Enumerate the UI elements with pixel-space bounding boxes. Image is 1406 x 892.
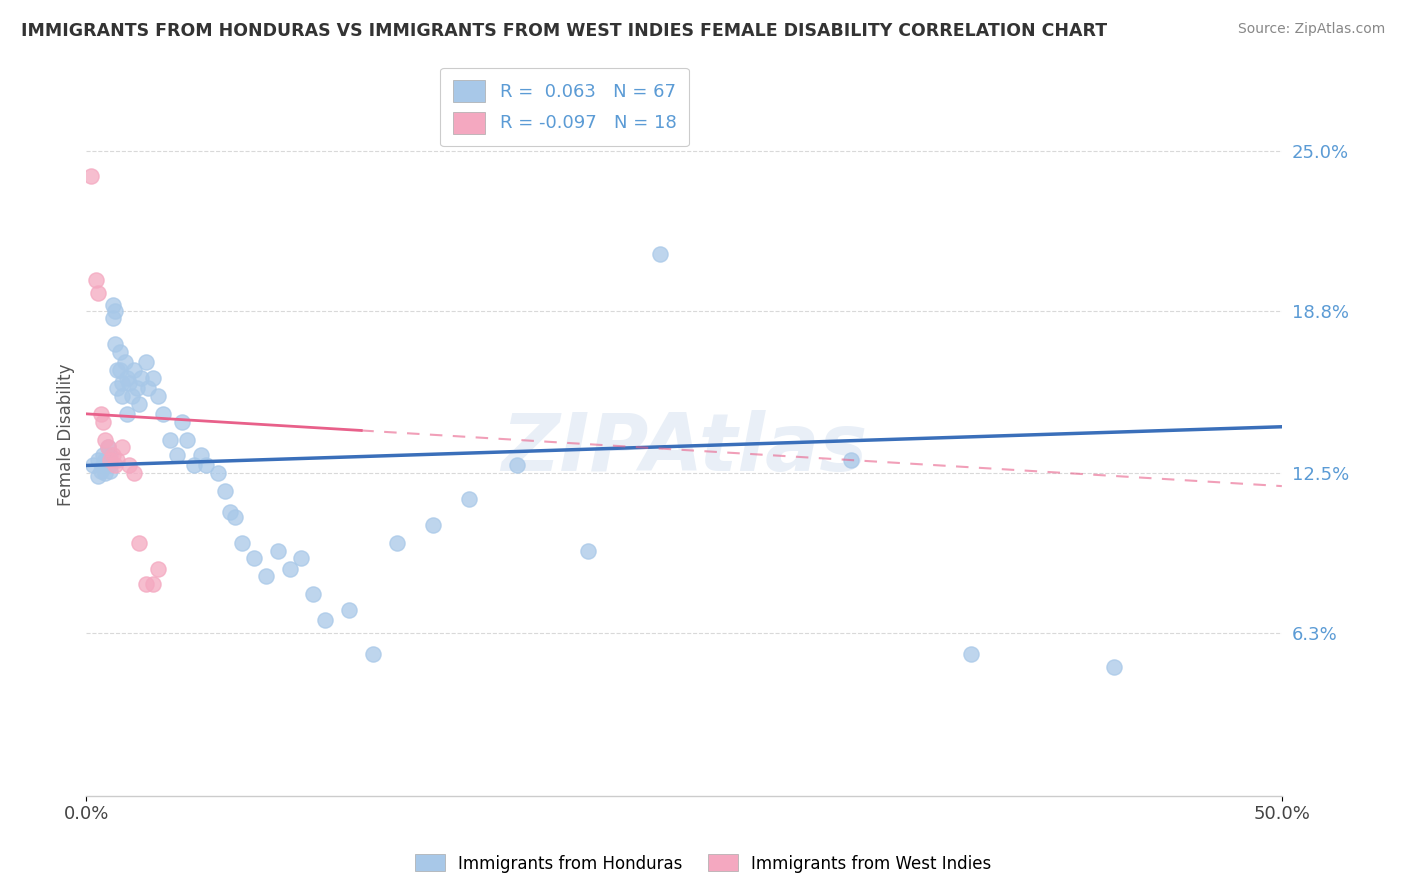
Text: ZIPAtlas: ZIPAtlas bbox=[501, 410, 868, 488]
Point bbox=[650, 247, 672, 261]
Point bbox=[104, 337, 127, 351]
Point bbox=[115, 370, 138, 384]
Point bbox=[82, 458, 104, 473]
Point bbox=[101, 298, 124, 312]
Point bbox=[87, 285, 110, 300]
Point bbox=[841, 453, 863, 467]
Point bbox=[129, 370, 152, 384]
Point bbox=[115, 407, 138, 421]
Point bbox=[104, 303, 127, 318]
Point bbox=[142, 577, 165, 591]
Point bbox=[266, 543, 288, 558]
Point bbox=[101, 311, 124, 326]
Point bbox=[128, 396, 150, 410]
Text: IMMIGRANTS FROM HONDURAS VS IMMIGRANTS FROM WEST INDIES FEMALE DISABILITY CORREL: IMMIGRANTS FROM HONDURAS VS IMMIGRANTS F… bbox=[21, 22, 1107, 40]
Point bbox=[108, 363, 131, 377]
Point bbox=[94, 453, 117, 467]
Point bbox=[104, 458, 127, 473]
Point bbox=[224, 510, 246, 524]
Point bbox=[207, 466, 229, 480]
Point bbox=[90, 407, 112, 421]
Point bbox=[80, 169, 103, 184]
Point bbox=[87, 453, 110, 467]
Point bbox=[122, 466, 145, 480]
Point bbox=[457, 491, 479, 506]
Point bbox=[105, 453, 128, 467]
Point bbox=[385, 536, 408, 550]
Point bbox=[422, 517, 444, 532]
Point bbox=[176, 433, 198, 447]
Point bbox=[194, 458, 217, 473]
Point bbox=[135, 577, 157, 591]
Point bbox=[138, 381, 160, 395]
Point bbox=[105, 363, 128, 377]
Point bbox=[91, 458, 114, 473]
Point bbox=[101, 448, 124, 462]
Point bbox=[190, 448, 212, 462]
Point bbox=[214, 484, 236, 499]
Legend: R =  0.063   N = 67, R = -0.097   N = 18: R = 0.063 N = 67, R = -0.097 N = 18 bbox=[440, 68, 689, 146]
Point bbox=[166, 448, 188, 462]
Point bbox=[960, 647, 983, 661]
Point bbox=[361, 647, 384, 661]
Point bbox=[183, 458, 205, 473]
Point bbox=[135, 355, 157, 369]
Point bbox=[1104, 659, 1126, 673]
Point bbox=[290, 551, 312, 566]
Point bbox=[98, 464, 121, 478]
Point bbox=[122, 363, 145, 377]
Point bbox=[125, 381, 148, 395]
Point bbox=[146, 389, 169, 403]
Point bbox=[505, 458, 527, 473]
Point bbox=[111, 376, 134, 390]
Point bbox=[97, 458, 120, 473]
Point bbox=[118, 458, 141, 473]
Point bbox=[90, 464, 112, 478]
Point bbox=[152, 407, 174, 421]
Point bbox=[578, 543, 600, 558]
Point bbox=[98, 448, 121, 462]
Point bbox=[111, 441, 134, 455]
Text: Source: ZipAtlas.com: Source: ZipAtlas.com bbox=[1237, 22, 1385, 37]
Point bbox=[91, 448, 114, 462]
Y-axis label: Female Disability: Female Disability bbox=[58, 363, 75, 506]
Point bbox=[105, 381, 128, 395]
Point bbox=[108, 345, 131, 359]
Point bbox=[118, 376, 141, 390]
Point bbox=[254, 569, 277, 583]
Point bbox=[114, 355, 136, 369]
Point bbox=[128, 536, 150, 550]
Point bbox=[278, 562, 301, 576]
Point bbox=[94, 466, 117, 480]
Point bbox=[84, 273, 107, 287]
Point bbox=[159, 433, 181, 447]
Point bbox=[231, 536, 253, 550]
Point bbox=[314, 613, 336, 627]
Point bbox=[146, 562, 169, 576]
Point bbox=[121, 389, 143, 403]
Point bbox=[170, 415, 193, 429]
Point bbox=[97, 441, 120, 455]
Point bbox=[98, 453, 121, 467]
Point bbox=[111, 389, 134, 403]
Point bbox=[242, 551, 264, 566]
Point bbox=[98, 458, 121, 473]
Point bbox=[337, 603, 360, 617]
Point bbox=[97, 441, 120, 455]
Legend: Immigrants from Honduras, Immigrants from West Indies: Immigrants from Honduras, Immigrants fro… bbox=[408, 847, 998, 880]
Point bbox=[142, 370, 165, 384]
Point bbox=[94, 433, 117, 447]
Point bbox=[302, 587, 325, 601]
Point bbox=[87, 468, 110, 483]
Point bbox=[91, 415, 114, 429]
Point bbox=[218, 505, 240, 519]
